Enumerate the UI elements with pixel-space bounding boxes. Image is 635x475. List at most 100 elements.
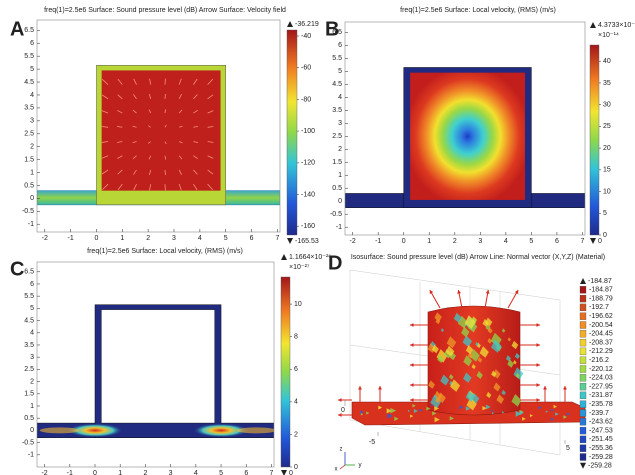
y-tick-label: 4 (30, 92, 34, 99)
surface-patch (465, 345, 474, 355)
legend-swatch (579, 444, 587, 452)
y-tick-label: 3.5 (332, 107, 342, 114)
x-tick-label: -1 (67, 470, 73, 475)
x-tick-label: 7 (270, 470, 274, 475)
surface-patch (491, 370, 497, 378)
x-tick-label: -2 (42, 235, 48, 242)
slab-patch (563, 415, 568, 419)
y-tick-label: 6 (30, 40, 34, 47)
velocity-arrow (164, 169, 166, 175)
x-tick-label: 1 (120, 235, 124, 242)
slab-patch (419, 408, 423, 412)
colorbar-tick-label: -80 (301, 96, 311, 103)
y-tick-label: 3 (30, 118, 34, 125)
surface-patch (476, 371, 483, 379)
slab-patch (434, 406, 440, 411)
surface-patch (463, 355, 473, 367)
surface-patch (511, 340, 519, 350)
x-tick-label: 1 (427, 238, 431, 245)
slab-patch (459, 405, 464, 410)
velocity-arrow (178, 109, 183, 114)
legend-swatch (579, 435, 587, 444)
x-tick-label: -2 (41, 470, 47, 475)
velocity-arrow (207, 141, 214, 143)
slab-patch (465, 406, 471, 411)
velocity-arrow (207, 94, 214, 100)
velocity-arrow (193, 169, 198, 175)
y-tick-label: 3.5 (24, 342, 34, 349)
surface-patch (469, 349, 480, 362)
arrow-head (338, 398, 342, 402)
arrow-head (536, 323, 540, 327)
legend-label: -235.78 (589, 401, 613, 408)
surface-patch (501, 389, 506, 396)
x-tick-label: -1 (375, 238, 381, 245)
min-marker (287, 238, 293, 244)
y-tick-label: -0.5 (22, 439, 34, 446)
slab-patch (566, 412, 571, 416)
colorbar-tick-label: 6 (294, 366, 298, 373)
slab-patch (413, 409, 418, 414)
axis-label-3d: -5 (369, 439, 375, 446)
y-tick-label: 6.5 (24, 269, 34, 276)
velocity-arrow (117, 126, 123, 128)
surface-patch (445, 345, 455, 357)
y-tick-label: 2 (30, 144, 34, 151)
x-tick-label: 6 (250, 235, 254, 242)
slab-patch (522, 416, 526, 421)
colorbar-tick-label: 25 (603, 123, 611, 130)
velocity-arrow (101, 141, 109, 143)
velocity-arrow (164, 109, 167, 114)
slab-patch (431, 404, 434, 407)
y-tick-label: 2.5 (24, 131, 34, 138)
colorbar-tick-label: 2 (294, 431, 298, 438)
colorbar (589, 44, 600, 236)
velocity-arrow (133, 94, 137, 100)
velocity-arrow (148, 109, 152, 114)
velocity-arrow (207, 183, 214, 190)
triad-x (339, 464, 346, 470)
x-tick-label: 2 (453, 238, 457, 245)
velocity-arrow (132, 155, 137, 160)
slab-patch (550, 408, 554, 412)
slab-patch (434, 417, 440, 423)
colorbar-unit: ×10⁻²⁷ (289, 264, 310, 271)
surface-patch (450, 379, 461, 392)
arrow-head (536, 363, 540, 367)
slab-patch (394, 416, 399, 422)
surface-patch (449, 374, 454, 380)
cavity-interior (101, 309, 215, 424)
surface-patch (462, 335, 473, 348)
x-tick-label: 0 (402, 238, 406, 245)
colorbar-tick-label: 15 (603, 167, 611, 174)
grid-line-3d (349, 419, 561, 456)
min-marker (590, 238, 596, 244)
y-tick-label: 1.5 (24, 156, 34, 163)
plot-frame (344, 21, 586, 236)
velocity-arrow (102, 79, 109, 85)
x-tick-label: 3 (169, 470, 173, 475)
colorbar (286, 29, 298, 236)
field (37, 64, 280, 206)
slab-patch (545, 410, 549, 413)
velocity-arrow (132, 109, 137, 114)
arrow-head (536, 398, 540, 402)
slab-patch (407, 409, 411, 412)
x-tick-label: 4 (198, 235, 202, 242)
arrow-head (410, 383, 414, 387)
arrow-head (514, 290, 519, 294)
velocity-arrow (101, 110, 109, 114)
surface-patch (440, 374, 450, 386)
velocity-arrow (148, 141, 151, 144)
surface-patch (464, 315, 476, 329)
arrow-head (543, 386, 547, 390)
velocity-arrow (178, 94, 182, 100)
legend-label: -227.95 (589, 383, 613, 390)
surface-patch (491, 339, 502, 353)
y-tick-label: 4.5 (24, 317, 34, 324)
x-tick-label: 4 (194, 470, 198, 475)
arrow-head (410, 323, 414, 327)
colorbar-min: -165.53 (295, 238, 319, 245)
velocity-arrow (132, 125, 137, 128)
velocity-arrow (102, 183, 109, 190)
